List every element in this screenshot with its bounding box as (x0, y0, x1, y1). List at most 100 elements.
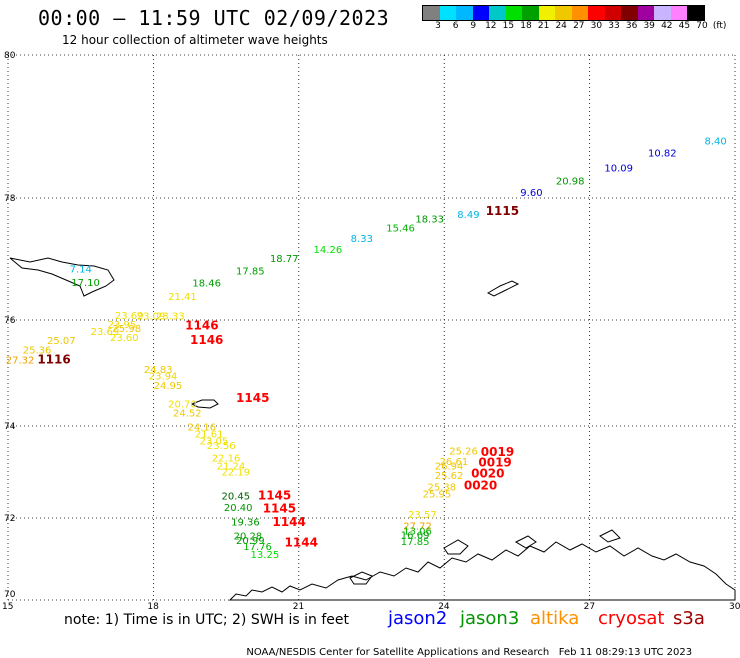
longitude-label: 30 (729, 602, 740, 612)
wave-height-value: 24.52 (173, 408, 202, 419)
wave-height-value: 18.33 (415, 214, 444, 225)
wave-height-value: 17.85 (401, 537, 430, 548)
color-swatch (555, 6, 572, 20)
wave-height-value: 14.26 (314, 245, 343, 256)
color-swatch (423, 6, 440, 20)
wave-height-value: 21.41 (168, 292, 197, 303)
latitude-label: 78 (4, 194, 16, 204)
wave-height-value: 13.25 (251, 550, 280, 561)
color-swatch (588, 6, 605, 20)
pass-time-label: 1145 (263, 501, 296, 515)
color-swatch (505, 6, 522, 20)
wave-height-value: 20.28 (234, 531, 263, 542)
wave-height-value: 20.45 (221, 492, 250, 503)
wave-height-value: 26.61 (440, 457, 469, 468)
pass-time-label: 1145 (258, 489, 291, 503)
satellite-legend-item: jason2 (388, 608, 448, 629)
axis-labels: 80 78 76 74 72 70 15 18 21 24 27 30 (2, 51, 740, 612)
coastline (486, 280, 520, 297)
color-scale-label: 42 (661, 21, 673, 31)
satellite-legend-item: s3a (673, 608, 705, 629)
wave-height-value: 16.69 (401, 531, 430, 542)
pass-time-label: 1146 (190, 333, 223, 347)
coastline (190, 399, 219, 409)
color-swatch (538, 6, 555, 20)
color-scale-label: 39 (643, 21, 655, 31)
color-scale-label: 15 (502, 21, 515, 31)
wave-height-value: 23.33 (156, 311, 185, 322)
color-scale-label: 12 (485, 21, 497, 31)
latitude-label: 72 (4, 514, 15, 524)
color-scale-label: 30 (590, 21, 603, 31)
longitude-label: 21 (293, 602, 304, 612)
pass-time-label: 1145 (236, 391, 269, 405)
wave-height-value: 26.94 (435, 462, 464, 473)
wave-height-value: 25.26 (449, 447, 478, 458)
coastline (9, 257, 115, 297)
wave-height-value: 19.36 (231, 517, 260, 528)
satellite-legend-item: cryosat (598, 608, 665, 629)
coastline (443, 539, 469, 555)
color-swatch (621, 6, 638, 20)
longitude-label: 24 (438, 602, 450, 612)
wave-height-value: 22.19 (221, 468, 250, 479)
wave-height-value: 27.72 (403, 521, 432, 532)
wave-height-value: 21.61 (195, 430, 224, 441)
wave-height-value: 8.40 (704, 136, 726, 147)
wave-height-value: 17.76 (243, 542, 272, 553)
wave-height-value: 8.49 (457, 210, 479, 221)
coastline (228, 541, 736, 601)
land-outlines (9, 257, 736, 601)
color-scale-label: 36 (625, 21, 638, 31)
wave-height-value: 13.06 (403, 526, 432, 537)
wave-height-value: 24.83 (144, 365, 173, 376)
color-scale-label: 27 (573, 21, 585, 31)
wave-height-value: 25.36 (23, 345, 52, 356)
credit-text: NOAA/NESDIS Center for Satellite Applica… (246, 647, 550, 658)
color-scale-label: 70 (696, 21, 708, 31)
longitude-label: 15 (2, 602, 13, 612)
latitude-label: 76 (4, 316, 16, 326)
wave-height-value: 23.57 (408, 510, 437, 521)
page-title: 00:00 — 11:59 UTC 02/09/2023 (38, 6, 390, 30)
wave-height-value: 23.94 (149, 371, 178, 382)
color-scale-label: 21 (537, 21, 550, 31)
wave-height-value: 8.33 (351, 234, 373, 245)
wave-height-value: 23.69 (115, 311, 144, 322)
wave-height-value: 23.56 (207, 441, 236, 452)
coastline (599, 529, 621, 543)
map-grid (7, 54, 736, 601)
wave-height-value: 18.46 (192, 278, 221, 289)
wave-height-value: 18.77 (270, 254, 299, 265)
pass-time-labels: 1115111611461146114511451145114411440019… (37, 204, 519, 550)
pass-time-label: 0019 (481, 445, 514, 459)
wave-height-value: 24.95 (154, 381, 183, 392)
wave-height-value: 20.99 (236, 536, 265, 547)
wave-height-value: 21.24 (217, 462, 246, 473)
color-swatch (456, 6, 473, 20)
color-scale-label: 6 (452, 21, 459, 31)
wave-height-value: 25.38 (427, 482, 456, 493)
longitude-label: 27 (584, 602, 595, 612)
wave-height-value: 20.40 (224, 503, 253, 514)
wave-height-value: 20.98 (556, 176, 585, 187)
satellite-legend-item: jason3 (460, 608, 520, 629)
wave-height-value: 17.10 (71, 278, 100, 289)
color-scale-label: 18 (520, 21, 532, 31)
color-swatch (439, 6, 456, 20)
longitude-label: 18 (147, 602, 159, 612)
satellite-legend-item: altika (530, 608, 580, 629)
pass-time-label: 1115 (486, 204, 519, 218)
wave-height-value: 25.62 (435, 471, 464, 482)
color-scale-bar (422, 5, 705, 21)
color-swatch (687, 6, 704, 20)
color-scale-label: 3 (435, 21, 441, 31)
credit-line: NOAA/NESDIS Center for Satellite Applica… (240, 636, 692, 658)
coastline (349, 571, 373, 585)
wave-height-value: 10.82 (648, 149, 677, 160)
color-scale-label: 33 (608, 21, 620, 31)
latitude-label: 70 (4, 590, 16, 600)
color-swatch (472, 6, 489, 20)
